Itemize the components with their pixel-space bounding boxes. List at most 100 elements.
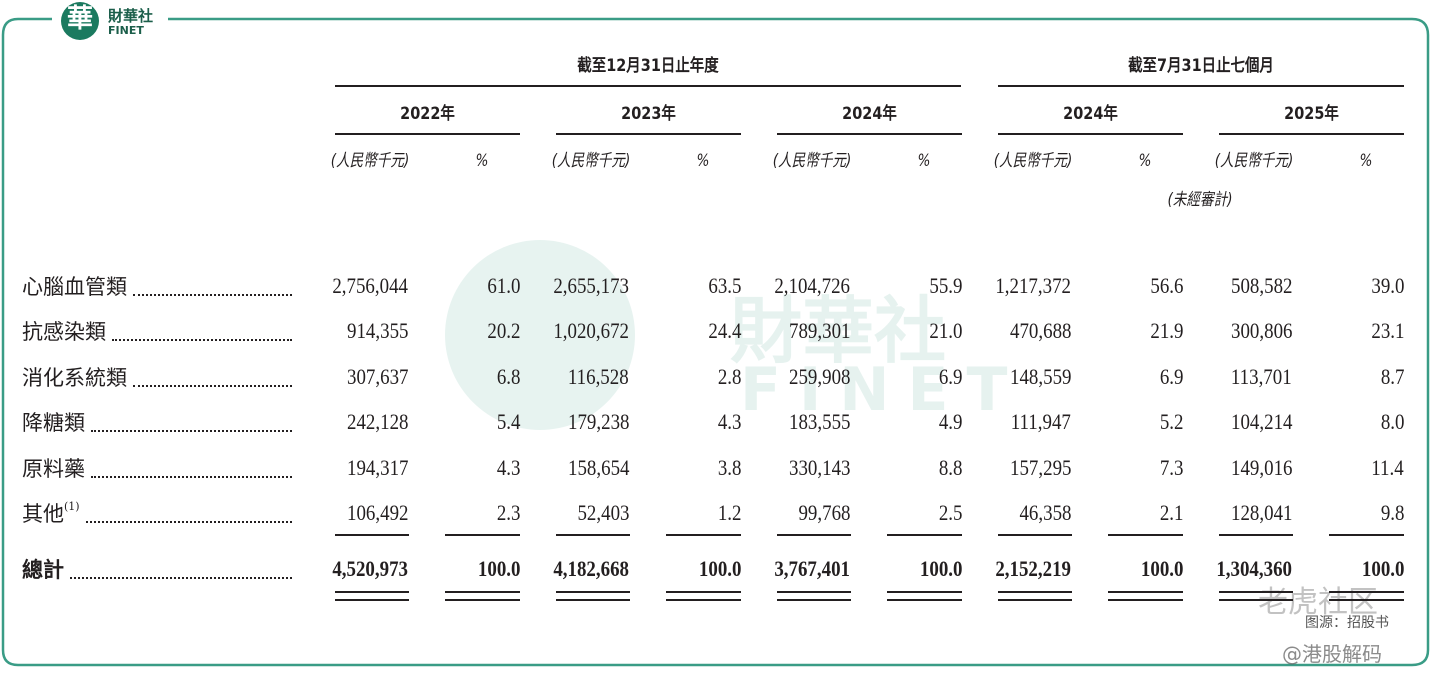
cell-value: 100.0 [477,556,520,581]
watermark-name-en: FINET [740,355,1026,425]
row-label: 總計 [22,556,292,584]
rule [887,534,962,536]
double-rule [1329,599,1404,601]
rule [998,534,1072,536]
percent-unit: % [1359,151,1373,171]
label-text: 其他 [22,502,64,526]
leader-dots [91,430,292,433]
cell-value: 4,182,668 [553,556,629,581]
cell-value: 11.4 [1371,454,1404,480]
row-label: 其他 (1) [22,500,292,528]
cell-value: 1,020,672 [553,318,629,344]
rule [777,534,851,536]
leader-dots [112,339,292,342]
double-rule [335,599,409,601]
cell-value: 63.5 [707,273,741,298]
double-rule [777,599,851,601]
double-rule [445,599,520,601]
label-text: 降糖類 [22,411,85,436]
cell-value: 194,317 [346,454,408,480]
rule [1219,133,1404,135]
leader-dots [91,475,292,478]
cell-value: 2,655,173 [553,273,629,298]
cell-value: 4.9 [938,409,962,435]
cell-value: 183,555 [788,409,850,435]
cell-value: 2,152,219 [995,556,1071,581]
cell-value: 21.9 [1149,318,1183,344]
cell-value: 5.4 [496,409,520,435]
cell-value: 1,304,360 [1216,556,1292,581]
cell-value: 6.9 [938,363,962,389]
year-header: 2025年 [1284,104,1339,124]
cell-value: 128,041 [1230,500,1292,525]
cell-value: 3,767,401 [774,556,850,581]
cell-value: 307,637 [346,363,408,389]
logo-name-en: FINET [108,24,144,37]
note-ref: (1) [64,500,80,513]
cell-value: 55.9 [928,273,962,298]
rule [445,534,520,536]
percent-unit: % [475,151,489,171]
cell-value: 8.0 [1380,409,1404,435]
logo-name: 財華社 [108,7,154,25]
double-rule [1329,591,1404,593]
year-header: 2023年 [621,104,676,124]
leader-dots [133,294,292,296]
cell-value: 789,301 [788,318,850,344]
double-rule [1108,591,1183,593]
double-rule [1219,591,1293,593]
percent-unit: % [1138,151,1152,171]
watermark-author: @港股解码 [1282,642,1382,666]
cell-value: 242,128 [346,409,408,435]
cell-value: 2.3 [496,500,520,525]
cell-value: 259,908 [788,363,850,389]
double-rule [998,591,1072,593]
amount-unit: (人民幣千元) [330,151,410,171]
rule [1329,534,1404,536]
cell-value: 300,806 [1230,318,1292,344]
double-rule [666,599,741,601]
label-text: 原料藥 [22,456,85,481]
cell-value: 21.0 [928,318,962,344]
cell-value: 2,756,044 [332,273,408,298]
year-header: 2024年 [842,104,897,124]
double-rule [1219,599,1293,601]
cell-value: 470,688 [1009,318,1071,344]
cell-value: 158,654 [567,454,629,480]
row-label: 抗感染類 [22,318,292,346]
cell-value: 116,528 [568,363,629,389]
cell-value: 52,403 [576,500,629,525]
cell-value: 2.8 [717,363,741,389]
cell-value: 179,238 [567,409,629,435]
cell-value: 157,295 [1009,454,1071,480]
cell-value: 20.2 [486,318,520,344]
cell-value: 148,559 [1009,363,1071,389]
cell-value: 5.2 [1159,409,1183,435]
cell-value: 4.3 [496,454,520,480]
label-text: 抗感染類 [22,320,106,345]
cell-value: 508,582 [1230,273,1292,298]
cell-value: 100.0 [698,556,741,581]
rule [335,85,961,87]
watermark-name: 財華社 [730,289,947,373]
cell-value: 61.0 [486,273,520,298]
cell-value: 3.8 [717,454,741,480]
cell-value: 8.7 [1380,363,1404,389]
year-header: 2022年 [400,104,455,124]
cell-value: 46,358 [1018,500,1071,525]
rule [1219,534,1293,536]
leader-dots [133,384,292,387]
cell-value: 99,768 [797,500,850,525]
cell-value: 111,947 [1010,409,1071,435]
rule [335,133,520,135]
watermark-source: 图源：招股书 [1305,615,1389,631]
cell-value: 2.5 [938,500,962,525]
double-rule [887,591,962,593]
cell-value: 24.4 [707,318,741,344]
amount-unit: (人民幣千元) [993,151,1073,171]
double-rule [887,599,962,601]
cell-value: 106,492 [346,500,408,525]
rule [556,133,741,135]
